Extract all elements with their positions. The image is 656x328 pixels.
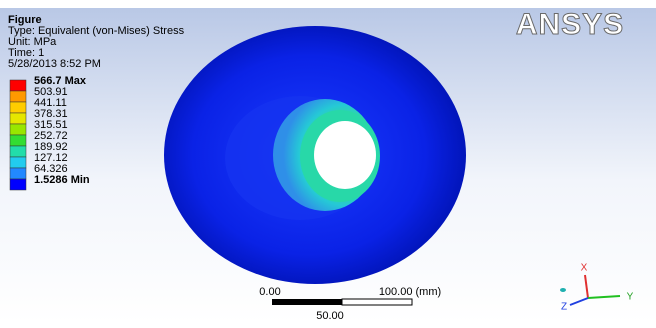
scale-white bbox=[342, 299, 412, 305]
date: 5/28/2013 8:52 PM bbox=[8, 58, 101, 70]
label-x: X bbox=[581, 263, 588, 274]
logo: ANSYS bbox=[516, 8, 624, 41]
label-z: Z bbox=[561, 302, 567, 313]
legend-label: 1.5286 Min bbox=[34, 174, 90, 186]
legend-swatch bbox=[10, 157, 26, 168]
label-y: Y bbox=[627, 292, 634, 303]
hole bbox=[314, 121, 376, 189]
legend-swatch bbox=[10, 113, 26, 124]
model bbox=[164, 26, 466, 284]
legend-swatch bbox=[10, 102, 26, 113]
legend-swatch bbox=[10, 179, 26, 190]
page: Figure Type: Equivalent (von-Mises) Stre… bbox=[0, 0, 656, 323]
legend-swatch bbox=[10, 146, 26, 157]
scale-black bbox=[272, 299, 342, 305]
legend-swatch bbox=[10, 80, 26, 91]
triad-dot bbox=[560, 288, 566, 292]
legend-swatch bbox=[10, 168, 26, 179]
viewport: Figure Type: Equivalent (von-Mises) Stre… bbox=[0, 0, 656, 323]
scale-left: 0.00 bbox=[259, 286, 280, 298]
scale-right: 100.00 (mm) bbox=[379, 286, 441, 298]
legend-swatch bbox=[10, 91, 26, 102]
legend-swatch bbox=[10, 135, 26, 146]
legend-swatch bbox=[10, 124, 26, 135]
scale-middle: 50.00 bbox=[316, 310, 344, 322]
